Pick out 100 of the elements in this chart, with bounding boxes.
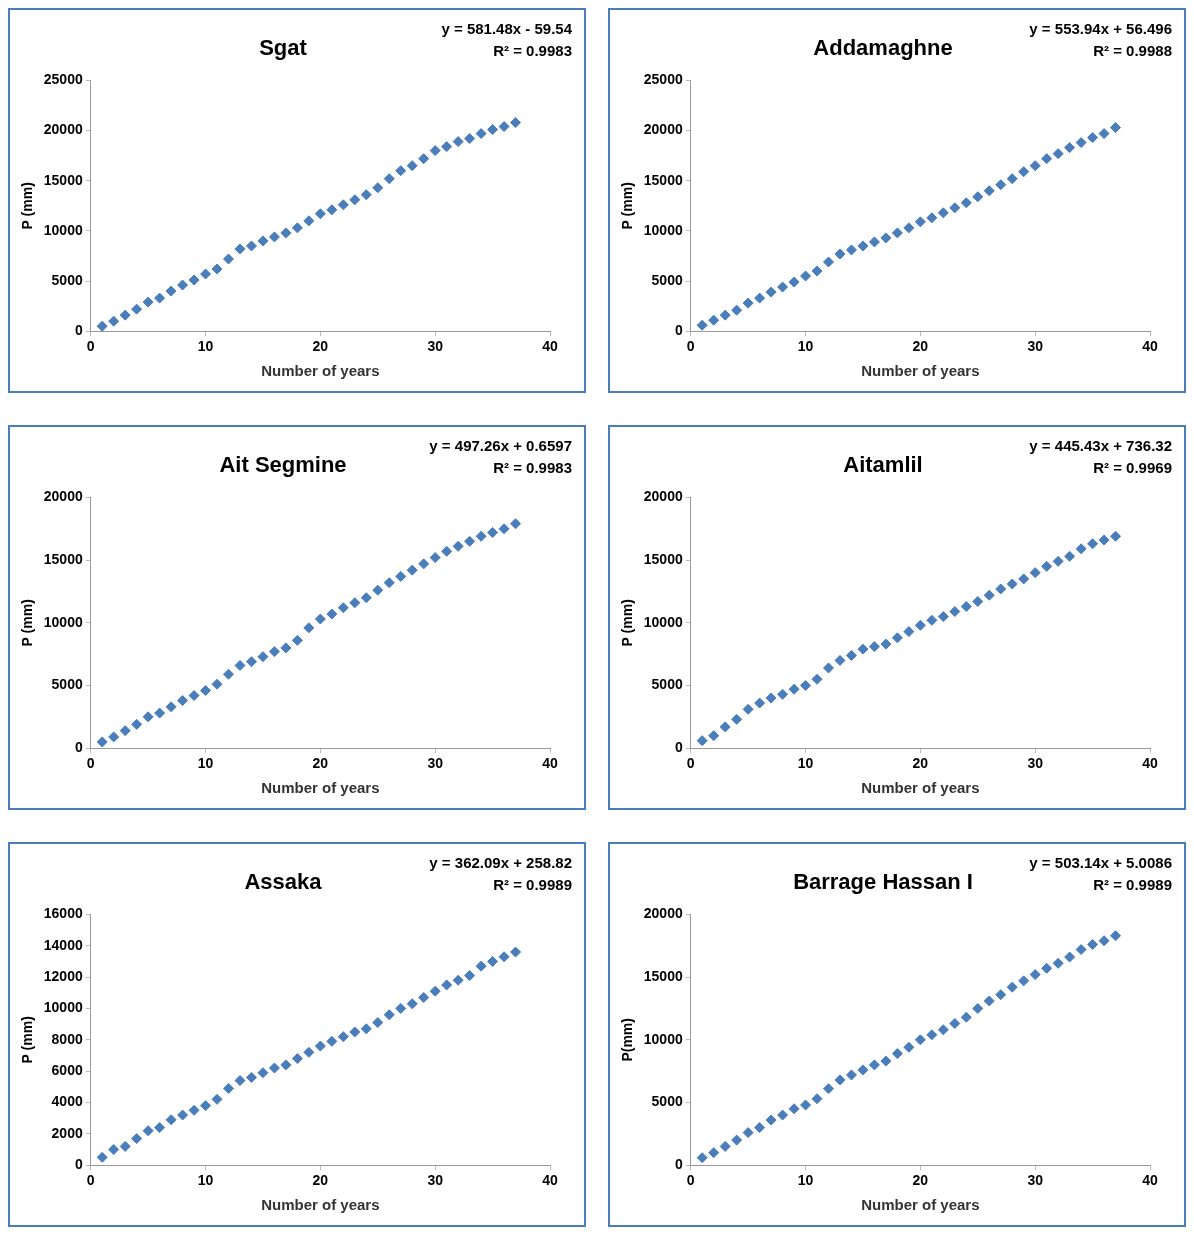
point: [777, 281, 789, 293]
point: [314, 613, 326, 625]
point: [983, 995, 995, 1007]
point: [891, 632, 903, 644]
point: [142, 296, 154, 308]
point: [418, 991, 430, 1003]
y-tick-label: 20000: [643, 488, 683, 505]
point: [1064, 951, 1076, 963]
point: [1110, 122, 1122, 134]
point: [788, 1103, 800, 1115]
point: [857, 240, 869, 252]
point: [383, 577, 395, 589]
point: [708, 314, 720, 326]
point: [1098, 534, 1110, 546]
y-tick-label: 10000: [43, 999, 83, 1016]
point: [811, 265, 823, 277]
point: [165, 285, 177, 297]
point: [926, 212, 938, 224]
point: [349, 597, 361, 609]
chart-title: Aitamlil: [843, 452, 923, 478]
x-tick-label: 40: [542, 755, 558, 772]
point: [395, 570, 407, 582]
point: [719, 721, 731, 733]
point: [949, 1018, 961, 1029]
y-tick-label: 15000: [43, 550, 83, 567]
point: [395, 165, 407, 177]
y-tick-label: 5000: [51, 271, 83, 288]
point: [845, 1069, 857, 1081]
point: [291, 634, 303, 646]
y-tick-label: 16000: [43, 905, 83, 922]
x-axis-title: Number of years: [261, 1196, 380, 1214]
point: [891, 227, 903, 239]
y-tick-label: 10000: [43, 613, 83, 630]
y-tick-label: 5000: [651, 271, 683, 288]
point: [1041, 560, 1053, 572]
x-tick-label: 30: [427, 755, 444, 772]
point: [441, 141, 453, 153]
point: [200, 268, 212, 280]
x-tick-label: 20: [912, 1172, 929, 1189]
point: [303, 215, 315, 227]
point: [1018, 166, 1030, 178]
x-tick-label: 40: [542, 1172, 558, 1189]
point: [257, 651, 269, 663]
point: [510, 518, 522, 530]
point: [1029, 160, 1041, 172]
chart-title: Ait Segmine: [219, 452, 347, 478]
point: [464, 133, 476, 145]
point: [360, 1023, 372, 1035]
x-tick-label: 20: [912, 338, 929, 355]
x-tick-label: 0: [686, 338, 695, 355]
point: [406, 998, 418, 1010]
point: [719, 1140, 731, 1152]
point: [177, 695, 189, 707]
x-tick-label: 30: [1027, 338, 1044, 355]
y-tick-label: 20000: [643, 121, 683, 138]
point: [857, 1064, 869, 1076]
point: [708, 1147, 720, 1159]
x-tick-label: 0: [86, 755, 95, 772]
point: [800, 680, 812, 691]
point: [349, 1026, 361, 1038]
point: [96, 320, 108, 332]
point: [234, 1075, 246, 1087]
x-tick-label: 40: [1142, 338, 1158, 355]
point: [257, 1067, 269, 1079]
y-tick-label: 15000: [643, 967, 683, 984]
x-tick-label: 30: [1027, 1172, 1044, 1189]
x-tick-label: 0: [86, 338, 95, 355]
point: [1006, 578, 1018, 590]
point: [995, 989, 1007, 1001]
point: [268, 1062, 280, 1074]
y-axis-title: P (mm): [19, 1016, 36, 1064]
point: [754, 1122, 766, 1134]
point: [823, 1083, 835, 1095]
point: [868, 1059, 880, 1071]
y-tick-label: 0: [674, 1156, 683, 1173]
point: [1018, 975, 1030, 987]
chart-title: Sgat: [259, 35, 308, 61]
y-axis-title: P(mm): [619, 1018, 636, 1062]
text: R² = 0.9983: [492, 458, 572, 478]
chart-title: Addamaghne: [813, 35, 953, 61]
point: [742, 297, 754, 309]
x-axis-title: Number of years: [861, 779, 980, 797]
point: [142, 1125, 154, 1137]
point: [280, 1059, 292, 1071]
point: [708, 730, 720, 742]
point: [257, 235, 269, 247]
x-axis-title: Number of years: [261, 362, 380, 380]
x-tick-label: 10: [197, 1172, 214, 1189]
point: [498, 951, 510, 963]
point: [245, 656, 257, 668]
point: [696, 735, 708, 747]
y-tick-label: 14000: [43, 936, 83, 953]
text: R² = 0.9989: [492, 875, 572, 895]
point: [441, 545, 453, 557]
point: [211, 1093, 223, 1105]
point: [1075, 944, 1087, 956]
point: [268, 231, 280, 243]
y-tick-label: 6000: [51, 1062, 83, 1079]
x-tick-label: 30: [427, 1172, 444, 1189]
point: [234, 659, 246, 671]
